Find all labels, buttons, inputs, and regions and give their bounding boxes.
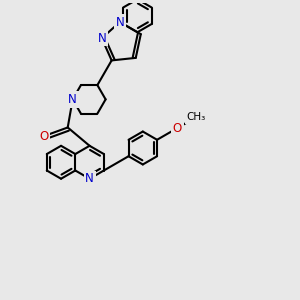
Text: N: N — [68, 93, 77, 106]
Text: O: O — [40, 130, 49, 142]
Text: N: N — [116, 16, 124, 28]
Text: N: N — [98, 32, 106, 45]
Text: O: O — [173, 122, 182, 135]
Text: N: N — [85, 172, 94, 185]
Text: CH₃: CH₃ — [186, 112, 206, 122]
